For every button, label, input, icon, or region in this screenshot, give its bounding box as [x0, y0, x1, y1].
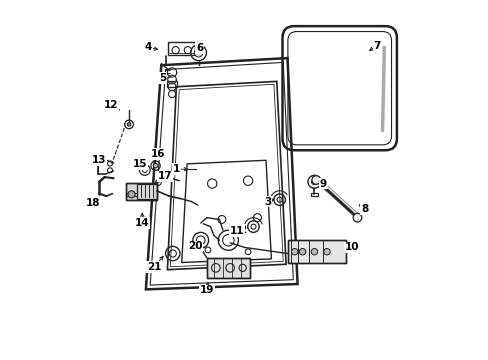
Circle shape — [128, 191, 135, 198]
Text: 1: 1 — [172, 164, 180, 174]
Text: 18: 18 — [86, 198, 100, 208]
Bar — [126, 183, 156, 200]
Bar — [137, 184, 156, 199]
Text: 9: 9 — [319, 179, 326, 189]
Circle shape — [311, 176, 320, 184]
Text: 11: 11 — [229, 226, 244, 236]
Text: 15: 15 — [132, 159, 147, 169]
Bar — [287, 240, 345, 263]
Bar — [310, 193, 317, 196]
Text: 5: 5 — [159, 73, 166, 83]
Bar — [206, 258, 249, 278]
Text: 19: 19 — [199, 285, 214, 296]
Circle shape — [194, 48, 203, 57]
Text: 2: 2 — [239, 225, 246, 235]
Bar — [287, 240, 345, 263]
Circle shape — [310, 248, 317, 255]
Circle shape — [153, 163, 158, 168]
Text: 21: 21 — [146, 262, 161, 272]
Text: 20: 20 — [187, 241, 202, 251]
Circle shape — [311, 179, 317, 185]
Circle shape — [291, 248, 297, 255]
Bar — [167, 81, 176, 87]
Text: 3: 3 — [264, 197, 271, 207]
Text: 13: 13 — [92, 155, 106, 165]
Circle shape — [323, 248, 329, 255]
Text: 7: 7 — [373, 41, 380, 50]
Text: 10: 10 — [344, 242, 359, 252]
Text: 17: 17 — [157, 171, 172, 181]
Bar — [206, 258, 249, 278]
Text: 4: 4 — [144, 42, 152, 52]
Bar — [168, 41, 195, 55]
Text: 16: 16 — [150, 149, 164, 159]
Text: 12: 12 — [103, 100, 118, 110]
Text: 6: 6 — [196, 43, 203, 53]
Circle shape — [299, 248, 305, 255]
Bar — [126, 183, 156, 200]
Text: 14: 14 — [135, 218, 149, 228]
Text: 8: 8 — [360, 204, 367, 215]
Circle shape — [127, 123, 131, 126]
Circle shape — [352, 213, 361, 222]
